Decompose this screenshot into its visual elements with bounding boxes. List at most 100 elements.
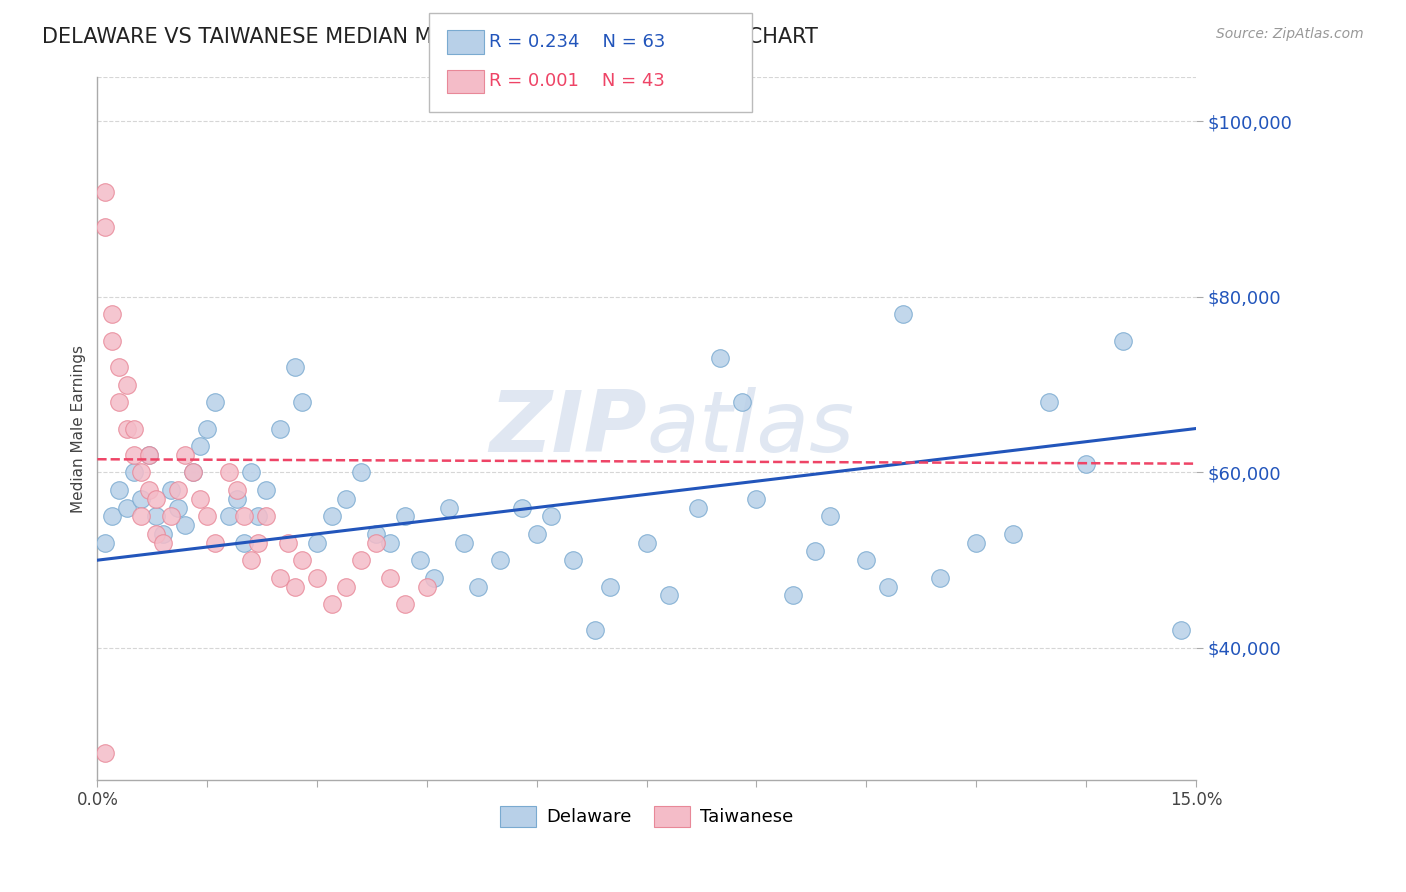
Point [437, 500, 460, 515]
Point [335, 491, 357, 506]
Text: atlas: atlas [647, 387, 855, 470]
Point [321, 509, 343, 524]
Text: R = 0.001    N = 43: R = 0.001 N = 43 [489, 72, 665, 90]
Point [1111, 334, 1133, 348]
Point [108, 360, 131, 375]
Point [745, 491, 768, 506]
Point [195, 509, 218, 524]
Point [583, 624, 606, 638]
Point [818, 509, 841, 524]
Point [115, 500, 138, 515]
Point [394, 509, 416, 524]
Point [394, 597, 416, 611]
Y-axis label: Median Male Earnings: Median Male Earnings [72, 344, 86, 513]
Point [247, 535, 270, 549]
Point [891, 307, 914, 321]
Point [174, 518, 197, 533]
Point [145, 509, 167, 524]
Point [174, 448, 197, 462]
Point [115, 377, 138, 392]
Point [307, 535, 329, 549]
Point [321, 597, 343, 611]
Point [380, 535, 402, 549]
Point [138, 483, 160, 497]
Point [1001, 526, 1024, 541]
Point [204, 535, 226, 549]
Point [181, 466, 204, 480]
Point [101, 509, 124, 524]
Point [254, 483, 277, 497]
Point [129, 466, 152, 480]
Point [965, 535, 987, 549]
Point [423, 571, 446, 585]
Point [364, 526, 387, 541]
Point [562, 553, 585, 567]
Point [453, 535, 475, 549]
Legend: Delaware, Taiwanese: Delaware, Taiwanese [492, 798, 801, 834]
Point [269, 571, 291, 585]
Point [1038, 395, 1060, 409]
Point [93, 535, 115, 549]
Point [928, 571, 950, 585]
Point [225, 483, 247, 497]
Point [380, 571, 402, 585]
Point [489, 553, 512, 567]
Point [855, 553, 877, 567]
Point [195, 421, 218, 435]
Point [307, 571, 329, 585]
Point [240, 466, 263, 480]
Point [232, 509, 254, 524]
Point [122, 466, 145, 480]
Point [636, 535, 658, 549]
Point [1170, 624, 1192, 638]
Text: ZIP: ZIP [489, 387, 647, 470]
Point [291, 395, 314, 409]
Point [188, 439, 211, 453]
Point [540, 509, 562, 524]
Point [1074, 457, 1097, 471]
Point [335, 580, 357, 594]
Point [350, 553, 373, 567]
Point [416, 580, 439, 594]
Point [138, 448, 160, 462]
Point [108, 395, 131, 409]
Point [467, 580, 489, 594]
Point [181, 466, 204, 480]
Point [108, 483, 131, 497]
Point [284, 580, 307, 594]
Point [247, 509, 270, 524]
Point [284, 360, 307, 375]
Point [877, 580, 900, 594]
Point [115, 421, 138, 435]
Point [159, 483, 181, 497]
Point [599, 580, 621, 594]
Point [159, 509, 181, 524]
Point [129, 491, 152, 506]
Point [122, 421, 145, 435]
Point [526, 526, 548, 541]
Point [93, 746, 115, 760]
Point [152, 535, 174, 549]
Point [145, 526, 167, 541]
Point [350, 466, 373, 480]
Point [129, 509, 152, 524]
Point [510, 500, 533, 515]
Point [364, 535, 387, 549]
Point [152, 526, 174, 541]
Point [731, 395, 754, 409]
Point [93, 185, 115, 199]
Point [408, 553, 430, 567]
Point [101, 334, 124, 348]
Point [167, 500, 190, 515]
Text: Source: ZipAtlas.com: Source: ZipAtlas.com [1216, 27, 1364, 41]
Point [204, 395, 226, 409]
Point [218, 509, 240, 524]
Point [269, 421, 291, 435]
Point [138, 448, 160, 462]
Point [188, 491, 211, 506]
Point [291, 553, 314, 567]
Point [709, 351, 731, 366]
Point [277, 535, 299, 549]
Point [686, 500, 709, 515]
Point [101, 307, 124, 321]
